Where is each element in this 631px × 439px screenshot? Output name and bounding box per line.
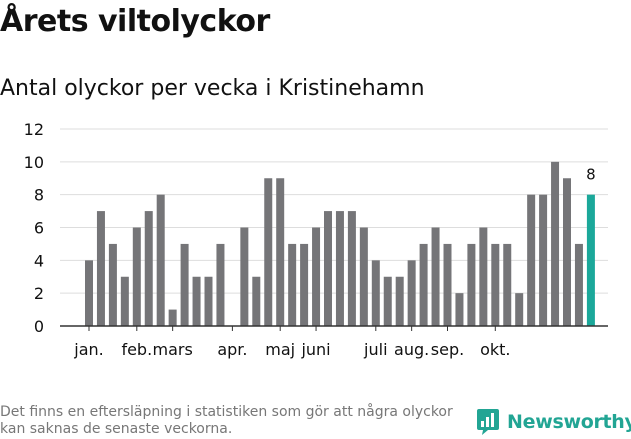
bar	[300, 243, 309, 326]
bar	[144, 211, 153, 326]
x-tick-label: jan.	[73, 340, 103, 359]
bar	[192, 276, 201, 326]
bar	[204, 276, 213, 326]
footnote: Det finns en eftersläpning i statistiken…	[0, 404, 453, 437]
x-tick-label: okt.	[480, 340, 510, 359]
bar	[108, 243, 117, 326]
bar-chart: 0 2 4 6 8 10 12 8 jan. feb. mars apr. maj juni juli aug…	[24, 120, 608, 359]
bar	[132, 227, 141, 326]
y-tick-label: 0	[34, 317, 44, 336]
bar	[431, 227, 440, 326]
bar	[335, 211, 344, 326]
y-tick-label: 6	[34, 219, 44, 238]
y-tick-label: 4	[34, 251, 44, 270]
bar	[264, 178, 273, 326]
bar	[491, 243, 500, 326]
x-tick-label: juli	[363, 340, 387, 359]
x-tick-label: apr.	[217, 340, 247, 359]
x-tick-label: maj	[265, 340, 295, 359]
bar	[156, 194, 165, 326]
bar-highlight	[586, 194, 595, 326]
bar	[312, 227, 321, 326]
newsworthy-logo[interactable]: Newsworthy	[476, 408, 631, 436]
bar	[252, 276, 261, 326]
bar	[288, 243, 297, 326]
x-tick-label: sep.	[431, 340, 464, 359]
bar	[407, 260, 416, 326]
bar	[443, 243, 452, 326]
bar	[371, 260, 380, 326]
chart-subtitle: Antal olyckor per vecka i Kristinehamn	[0, 76, 425, 101]
y-tick-label: 2	[34, 284, 44, 303]
bar	[479, 227, 488, 326]
bar	[359, 227, 368, 326]
bar	[467, 243, 476, 326]
bar	[324, 211, 332, 326]
bar	[551, 161, 560, 326]
logo-text: Newsworthy	[507, 411, 631, 433]
bar	[527, 194, 536, 326]
bar	[574, 243, 583, 326]
bar	[180, 243, 189, 326]
bar	[383, 276, 392, 326]
highlight-value-label: 8	[586, 166, 596, 184]
bar	[395, 276, 404, 326]
bar	[539, 194, 548, 326]
newsworthy-logo-icon	[477, 409, 499, 435]
bar	[503, 243, 512, 326]
bar	[563, 178, 571, 326]
bar	[216, 243, 225, 326]
bar	[240, 227, 249, 326]
bar	[168, 309, 177, 326]
bar	[85, 260, 93, 326]
y-tick-label: 12	[24, 120, 44, 139]
y-tick-label: 10	[24, 153, 44, 172]
bar	[419, 243, 428, 326]
bar	[276, 178, 285, 326]
x-tick-label: aug.	[394, 340, 429, 359]
x-tick-label: juni	[300, 340, 330, 359]
bar	[455, 293, 464, 326]
x-tick-label: feb.	[121, 340, 152, 359]
bar	[347, 211, 356, 326]
bar	[515, 293, 524, 326]
x-tick-label: mars	[152, 340, 192, 359]
chart-title: Årets viltolyckor	[0, 4, 270, 39]
bar	[120, 276, 129, 326]
y-tick-label: 8	[34, 186, 44, 205]
bar	[96, 211, 105, 326]
